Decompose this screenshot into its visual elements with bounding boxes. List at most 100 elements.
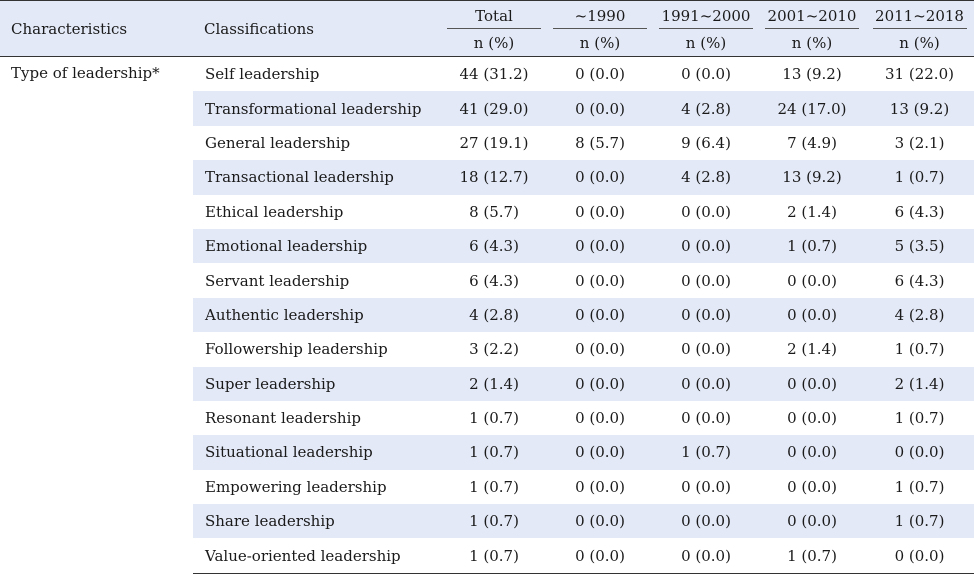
cell-total: 27 (19.1) [459, 133, 529, 152]
cell-2011-2018: 3 (2.1) [894, 133, 945, 152]
cell-2011-2018: 0 (0.0) [865, 538, 974, 574]
table-row: General leadership 27 (19.1) 8 (5.7) 9 (… [0, 126, 974, 160]
cell-1990: 0 (0.0) [575, 409, 625, 428]
header-2001-2010-label: 2001~2010 [765, 7, 859, 29]
table-row: Resonant leadership 1 (0.7) 0 (0.0) 0 (0… [0, 401, 974, 435]
cell-1990: 0 (0.0) [547, 366, 653, 401]
row-label: Value-oriented leadership [193, 538, 441, 574]
table-row: Transformational leadership 41 (29.0) 0 … [0, 91, 974, 126]
cell-2001-2010: 24 (17.0) [759, 91, 865, 126]
header-1991-2000-label: 1991~2000 [659, 7, 753, 29]
cell-2011-2018: 1 (0.7) [865, 504, 974, 539]
cell-1990: 0 (0.0) [575, 202, 625, 221]
cell-2001-2010: 2 (1.4) [787, 202, 837, 221]
row-label: Transactional leadership [193, 160, 441, 195]
cell-total: 44 (31.2) [459, 65, 529, 84]
cell-1991-2000: 0 (0.0) [681, 340, 731, 359]
table-row: Situational leadership 1 (0.7) 0 (0.0) 1… [0, 435, 974, 470]
row-label: Followership leadership [205, 340, 388, 359]
table-body: Type of leadership* Self leadership 44 (… [0, 56, 974, 574]
cell-2001-2010: 0 (0.0) [759, 297, 865, 333]
row-label: Situational leadership [193, 435, 441, 470]
header-2011-2018: 2011~2018 [865, 0, 974, 29]
cell-1990: 0 (0.0) [547, 435, 653, 470]
cell-2001-2010: 2 (1.4) [787, 340, 837, 359]
cell-2011-2018: 1 (0.7) [865, 160, 974, 195]
cell-1991-2000: 0 (0.0) [653, 538, 759, 574]
table-row: Servant leadership 6 (4.3) 0 (0.0) 0 (0.… [0, 263, 974, 297]
cell-total: 6 (4.3) [441, 228, 547, 264]
cell-2001-2010: 0 (0.0) [759, 435, 865, 470]
cell-2011-2018: 1 (0.7) [894, 477, 945, 496]
cell-total: 2 (1.4) [441, 366, 547, 401]
cell-2001-2010: 0 (0.0) [787, 477, 837, 496]
cell-2011-2018: 5 (3.5) [865, 228, 974, 264]
row-label: Ethical leadership [205, 202, 344, 221]
cell-total: 1 (0.7) [469, 409, 519, 428]
cell-1990: 0 (0.0) [547, 538, 653, 574]
cell-1990: 8 (5.7) [575, 133, 625, 152]
cell-1990: 0 (0.0) [547, 228, 653, 264]
unit-2001-2010: n (%) [759, 29, 865, 57]
row-label: Empowering leadership [205, 477, 387, 496]
cell-total: 18 (12.7) [441, 160, 547, 195]
cell-2011-2018: 6 (4.3) [894, 271, 945, 290]
table-row: Super leadership 2 (1.4) 0 (0.0) 0 (0.0)… [0, 366, 974, 401]
unit-total: n (%) [441, 29, 547, 57]
cell-1991-2000: 0 (0.0) [653, 366, 759, 401]
cell-1991-2000: 0 (0.0) [681, 65, 731, 84]
cell-2001-2010: 1 (0.7) [759, 228, 865, 264]
table-row: Value-oriented leadership 1 (0.7) 0 (0.0… [0, 538, 974, 574]
header-row-units: n (%) n (%) n (%) n (%) n (%) [0, 29, 974, 57]
header-2001-2010: 2001~2010 [759, 0, 865, 29]
cell-1991-2000: 0 (0.0) [653, 297, 759, 333]
row-label: Super leadership [193, 366, 441, 401]
header-total: Total [441, 0, 547, 29]
table-row: Empowering leadership 1 (0.7) 0 (0.0) 0 … [0, 470, 974, 504]
cell-1990: 0 (0.0) [547, 160, 653, 195]
cell-total: 1 (0.7) [441, 435, 547, 470]
header-2011-2018-label: 2011~2018 [872, 7, 967, 29]
cell-2011-2018: 4 (2.8) [865, 297, 974, 333]
cell-1990: 0 (0.0) [575, 271, 625, 290]
cell-1991-2000: 4 (2.8) [653, 160, 759, 195]
cell-total: 8 (5.7) [469, 202, 519, 221]
cell-2011-2018: 2 (1.4) [865, 366, 974, 401]
cell-1991-2000: 0 (0.0) [653, 504, 759, 539]
table-row: Transactional leadership 18 (12.7) 0 (0.… [0, 160, 974, 195]
cell-1990: 0 (0.0) [547, 91, 653, 126]
cell-1991-2000: 0 (0.0) [681, 271, 731, 290]
unit-1990: n (%) [547, 29, 653, 57]
unit-1991-2000: n (%) [653, 29, 759, 57]
cell-2001-2010: 0 (0.0) [759, 504, 865, 539]
cell-1990: 0 (0.0) [547, 504, 653, 539]
row-label: Emotional leadership [193, 228, 441, 264]
cell-1991-2000: 0 (0.0) [681, 477, 731, 496]
cell-2001-2010: 0 (0.0) [759, 366, 865, 401]
cell-1991-2000: 1 (0.7) [653, 435, 759, 470]
header-1991-2000: 1991~2000 [653, 0, 759, 29]
table-row: Emotional leadership 6 (4.3) 0 (0.0) 0 (… [0, 228, 974, 264]
cell-2011-2018: 31 (22.0) [885, 65, 954, 84]
cell-2011-2018: 0 (0.0) [865, 435, 974, 470]
table-header: Characteristics Classifications Total ~1… [0, 0, 974, 57]
row-label: Transformational leadership [193, 91, 441, 126]
cell-1990: 0 (0.0) [547, 297, 653, 333]
cell-2001-2010: 13 (9.2) [782, 65, 842, 84]
cell-total: 1 (0.7) [441, 538, 547, 574]
cell-2001-2010: 13 (9.2) [759, 160, 865, 195]
cell-total: 6 (4.3) [469, 271, 519, 290]
row-label: Resonant leadership [205, 409, 361, 428]
header-characteristics: Characteristics [0, 0, 193, 57]
cell-2011-2018: 1 (0.7) [894, 340, 945, 359]
header-row-top: Characteristics Classifications Total ~1… [0, 0, 974, 57]
cell-1991-2000: 0 (0.0) [681, 202, 731, 221]
cell-total: 41 (29.0) [441, 91, 547, 126]
cell-1990: 0 (0.0) [575, 340, 625, 359]
row-label: Servant leadership [205, 271, 350, 290]
row-label: Authentic leadership [193, 297, 441, 333]
table-row: Type of leadership* Self leadership 44 (… [0, 56, 974, 574]
cell-2011-2018: 1 (0.7) [894, 409, 945, 428]
